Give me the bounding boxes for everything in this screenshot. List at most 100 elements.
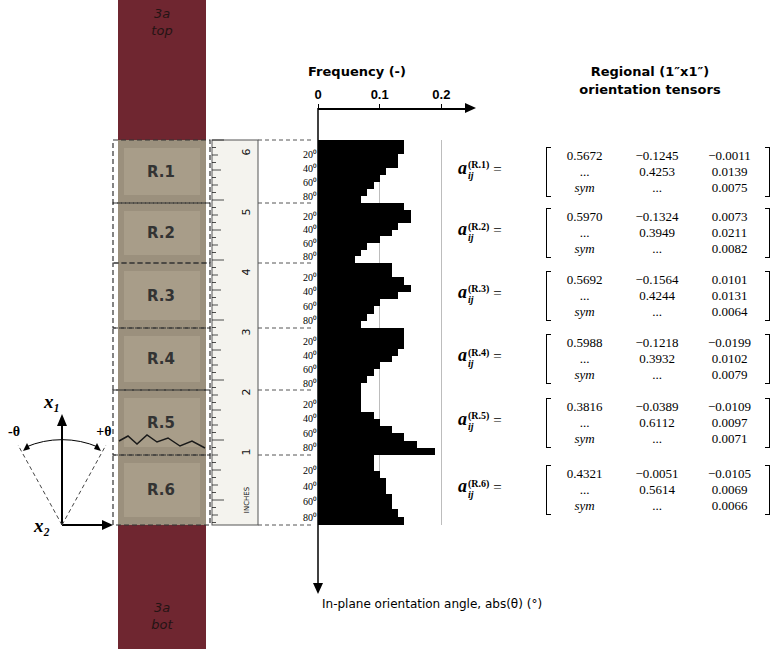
svg-text:60⁰: 60⁰ (303, 301, 317, 312)
html-text:sym: sym (574, 303, 595, 319)
html-text:sym: sym (574, 179, 595, 195)
svg-text:In-plane orientation angle, ab: In-plane orientation angle, abs(θ) (°) (322, 597, 542, 611)
html-text:0.4253: 0.4253 (639, 163, 675, 179)
html-text:0.0075: 0.0075 (711, 179, 748, 195)
svg-text:40⁰: 40⁰ (303, 224, 317, 235)
svg-text:60⁰: 60⁰ (303, 177, 317, 188)
html-text:0.0079: 0.0079 (711, 367, 748, 382)
svg-text:80⁰: 80⁰ (303, 315, 317, 326)
html-text:sym: sym (574, 498, 595, 513)
html-text:0.0064: 0.0064 (711, 303, 748, 319)
svg-text:0: 0 (314, 87, 321, 102)
svg-text:orientation tensors: orientation tensors (579, 82, 721, 97)
html-text:−0.1564: −0.1564 (635, 271, 679, 287)
svg-text:80⁰: 80⁰ (303, 512, 317, 523)
html-text:sym: sym (574, 430, 595, 446)
svg-text:80⁰: 80⁰ (303, 251, 317, 262)
svg-text:40⁰: 40⁰ (303, 286, 317, 297)
svg-text:0.1: 0.1 (371, 87, 389, 102)
html-text:0.5692: 0.5692 (566, 271, 603, 287)
html-text:0.5614: 0.5614 (639, 482, 675, 497)
html-text:0.0211: 0.0211 (711, 225, 748, 240)
html-text:0.5970: 0.5970 (566, 209, 603, 224)
svg-text:Frequency (-): Frequency (-) (308, 64, 406, 79)
html-text:0.0131: 0.0131 (711, 287, 748, 303)
html-text:a(R.1): a(R.1) (458, 157, 490, 178)
html-text:a(R.5): a(R.5) (458, 408, 490, 429)
html-text:−0.0199: −0.0199 (708, 335, 751, 350)
svg-text:-θ: -θ (8, 424, 20, 439)
svg-text:3a: 3a (154, 6, 170, 21)
html-text:sym: sym (574, 241, 595, 256)
html-text:0.0066: 0.0066 (711, 498, 748, 513)
html-text:0.0101: 0.0101 (711, 271, 748, 287)
svg-text:R.6: R.6 (147, 481, 175, 499)
html-text:sym: sym (574, 367, 595, 382)
svg-text:20⁰: 20⁰ (303, 465, 317, 476)
html-text:a(R.3): a(R.3) (458, 281, 490, 302)
svg-text:80⁰: 80⁰ (303, 191, 317, 202)
svg-text:20⁰: 20⁰ (303, 149, 317, 160)
svg-text:60⁰: 60⁰ (303, 428, 317, 439)
svg-text:0.2: 0.2 (432, 87, 450, 102)
svg-text:80⁰: 80⁰ (303, 442, 317, 453)
svg-text:R.4: R.4 (147, 350, 175, 368)
html-text:a(R.4): a(R.4) (458, 345, 490, 365)
html-text:0.0139: 0.0139 (711, 163, 748, 179)
svg-text:2: 2 (240, 389, 253, 396)
svg-text:20⁰: 20⁰ (303, 272, 317, 283)
html-text:0.3949: 0.3949 (639, 225, 675, 240)
html-text:−0.1218: −0.1218 (635, 335, 679, 350)
html-text:−0.0109: −0.0109 (708, 398, 751, 414)
html-text:0.5988: 0.5988 (566, 335, 603, 350)
html-text:0.3932: 0.3932 (639, 351, 675, 366)
html-text:0.6112: 0.6112 (639, 414, 675, 430)
svg-text:3: 3 (240, 329, 253, 336)
svg-text:4: 4 (240, 269, 253, 276)
html-text:0.0069: 0.0069 (711, 482, 748, 497)
html-text:a(R.2): a(R.2) (458, 219, 490, 239)
html-text:0.0097: 0.0097 (711, 414, 748, 430)
svg-text:60⁰: 60⁰ (303, 364, 317, 375)
html-text:−0.1324: −0.1324 (635, 209, 679, 224)
svg-text:40⁰: 40⁰ (303, 350, 317, 361)
html-text:0.0102: 0.0102 (711, 351, 748, 366)
svg-text:bot: bot (151, 617, 173, 632)
svg-text:1: 1 (240, 449, 253, 456)
html-text:0.4321: 0.4321 (566, 466, 603, 481)
svg-text:INCHES: INCHES (243, 486, 251, 513)
svg-text:top: top (151, 23, 172, 38)
svg-text:20⁰: 20⁰ (303, 211, 317, 222)
html-text:−0.1245: −0.1245 (635, 147, 679, 163)
html-text:−0.0051: −0.0051 (635, 466, 679, 481)
html-text:0.5672: 0.5672 (566, 147, 603, 163)
svg-text:Regional (1″x1″): Regional (1″x1″) (591, 64, 710, 79)
svg-text:3a: 3a (154, 600, 170, 615)
svg-text:60⁰: 60⁰ (303, 238, 317, 249)
html-text:a(R.6): a(R.6) (458, 476, 490, 496)
svg-text:+θ: +θ (96, 424, 111, 439)
html-text:0.4244: 0.4244 (639, 287, 675, 303)
html-text:−0.0389: −0.0389 (635, 398, 679, 414)
html-text:0.0071: 0.0071 (711, 430, 748, 446)
html-text:−0.0011: −0.0011 (708, 147, 751, 163)
svg-text:R.5: R.5 (147, 414, 175, 432)
html-text:0.3816: 0.3816 (566, 398, 603, 414)
html-text:0.0073: 0.0073 (711, 209, 748, 224)
svg-text:R.3: R.3 (147, 287, 175, 305)
svg-text:6: 6 (240, 149, 253, 156)
svg-text:R.2: R.2 (147, 224, 175, 242)
svg-text:40⁰: 40⁰ (303, 163, 317, 174)
svg-text:x₂: x₂ (33, 515, 50, 536)
svg-text:80⁰: 80⁰ (303, 378, 317, 389)
html-text:−0.0105: −0.0105 (708, 466, 751, 481)
svg-text:5: 5 (240, 209, 253, 216)
svg-text:40⁰: 40⁰ (303, 481, 317, 492)
svg-text:20⁰: 20⁰ (303, 336, 317, 347)
svg-text:40⁰: 40⁰ (303, 413, 317, 424)
svg-text:R.1: R.1 (147, 163, 175, 181)
svg-text:x₁: x₁ (43, 391, 60, 412)
svg-text:20⁰: 20⁰ (303, 399, 317, 410)
svg-text:60⁰: 60⁰ (303, 496, 317, 507)
html-text:0.0082: 0.0082 (711, 241, 748, 256)
